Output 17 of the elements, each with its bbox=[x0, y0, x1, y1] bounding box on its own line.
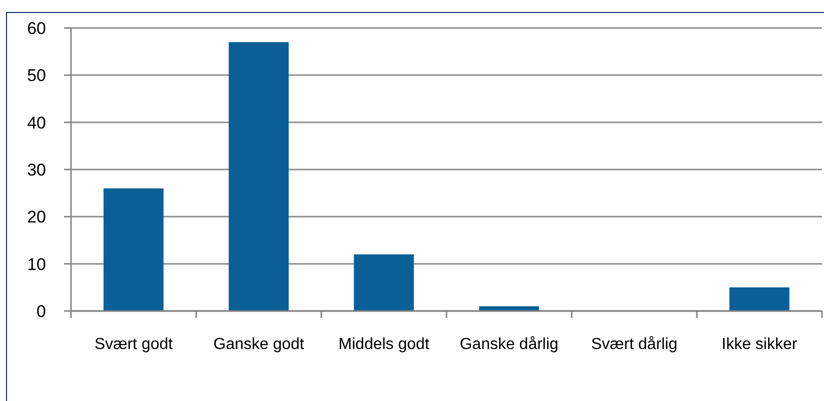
y-tick-label: 10 bbox=[27, 254, 46, 274]
bar bbox=[354, 254, 414, 311]
x-tick-label: Ikke sikker bbox=[722, 336, 798, 353]
x-tick-label: Ganske godt bbox=[213, 336, 305, 353]
x-tick-label: Middels godt bbox=[338, 336, 430, 353]
bar bbox=[104, 188, 164, 311]
bar bbox=[228, 42, 289, 311]
bar bbox=[729, 287, 790, 311]
y-tick-label: 60 bbox=[27, 19, 46, 38]
y-tick-label: 20 bbox=[27, 208, 46, 227]
x-tick-label: Ganske dårlig bbox=[460, 336, 558, 353]
x-tick-label: Svært godt bbox=[94, 336, 174, 353]
y-tick-label: 30 bbox=[27, 160, 46, 180]
x-tick-label: Svært dårlig bbox=[591, 336, 678, 353]
y-tick-label: 0 bbox=[36, 302, 46, 322]
y-tick-label: 40 bbox=[27, 113, 46, 132]
y-tick-label: 50 bbox=[27, 66, 46, 86]
